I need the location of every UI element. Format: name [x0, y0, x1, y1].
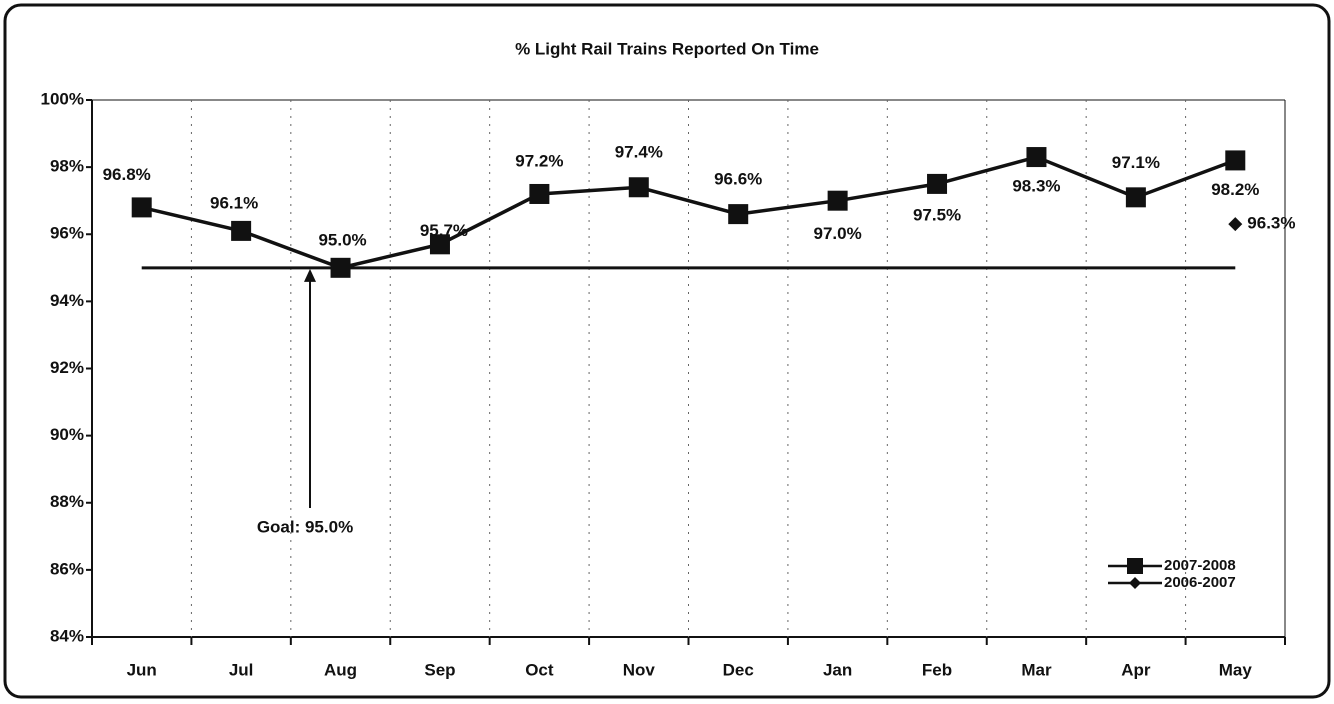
x-tick-label: Jan	[823, 660, 852, 679]
data-label: 97.4%	[615, 143, 663, 162]
x-tick-label: Oct	[525, 660, 554, 679]
data-label: 98.3%	[1012, 177, 1060, 196]
data-label: 97.5%	[913, 205, 961, 224]
data-marker	[1125, 187, 1146, 208]
legend-label: 2007-2008	[1164, 557, 1236, 574]
data-label: 96.1%	[210, 193, 258, 212]
x-tick-label: Dec	[723, 660, 754, 679]
y-tick-label: 94%	[50, 291, 84, 310]
data-marker	[330, 257, 351, 278]
y-tick-label: 86%	[50, 559, 84, 578]
data-marker	[131, 197, 152, 218]
data-label: 97.2%	[515, 151, 563, 170]
x-tick-label: Apr	[1121, 660, 1151, 679]
data-marker	[529, 183, 550, 204]
y-tick-label: 84%	[50, 626, 84, 645]
data-marker	[1228, 217, 1243, 232]
x-tick-label: Mar	[1021, 660, 1052, 679]
legend-label: 2006-2007	[1164, 574, 1236, 591]
y-tick-label: 96%	[50, 224, 84, 243]
x-tick-label: Nov	[623, 660, 656, 679]
data-label: 96.8%	[103, 165, 151, 184]
y-tick-label: 98%	[50, 157, 84, 176]
legend-marker	[1129, 577, 1141, 589]
data-marker	[728, 204, 749, 225]
goal-arrowhead	[304, 268, 316, 282]
data-marker	[1026, 147, 1047, 168]
y-tick-label: 90%	[50, 425, 84, 444]
x-tick-label: Jun	[127, 660, 157, 679]
data-label: 97.1%	[1112, 153, 1160, 172]
data-marker	[827, 190, 848, 211]
data-label: 95.7%	[420, 221, 468, 240]
x-tick-label: Feb	[922, 660, 952, 679]
data-label: 96.3%	[1247, 214, 1295, 233]
data-marker	[927, 173, 948, 194]
chart-title: % Light Rail Trains Reported On Time	[515, 39, 819, 58]
data-marker	[1225, 150, 1246, 171]
data-label: 98.2%	[1211, 180, 1259, 199]
x-tick-label: Jul	[229, 660, 254, 679]
x-tick-label: Aug	[324, 660, 357, 679]
y-tick-label: 100%	[41, 89, 84, 108]
data-label: 97.0%	[814, 224, 862, 243]
y-tick-label: 88%	[50, 492, 84, 511]
chart-frame	[3, 3, 1331, 699]
data-marker	[628, 177, 649, 198]
series-line	[141, 155, 1236, 270]
y-tick-label: 92%	[50, 358, 84, 377]
x-tick-label: May	[1219, 660, 1253, 679]
legend-marker	[1127, 558, 1143, 574]
data-label: 95.0%	[318, 230, 366, 249]
x-tick-label: Sep	[424, 660, 455, 679]
data-marker	[429, 234, 450, 255]
goal-label: Goal: 95.0%	[257, 517, 353, 536]
data-marker	[231, 220, 252, 241]
data-label: 96.6%	[714, 170, 762, 189]
